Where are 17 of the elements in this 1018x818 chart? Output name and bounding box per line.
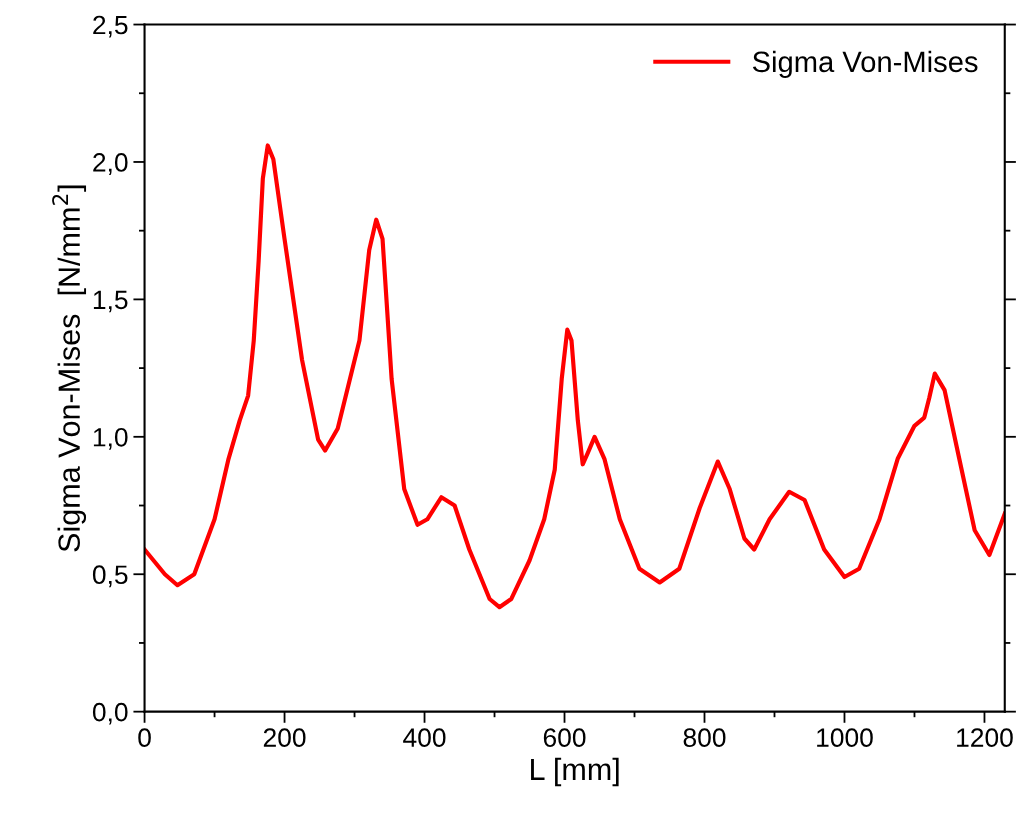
x-tick-label: 600 [543,728,586,748]
x-tick-label: 0 [138,728,151,748]
x-tick-label: 1200 [957,728,1013,748]
y-tick-label: 1,5 [93,290,128,313]
x-tick-label: 800 [683,728,726,748]
y-tick-label: 1,0 [93,427,128,450]
y-tick-label: 2,0 [93,153,128,175]
y-axis-title: Sigma Von-Mises [N/mm$^{2}$] [52,185,87,552]
x-axis-title: L [mm] [531,757,619,787]
x-tick-label: 200 [263,728,306,748]
x-tick-label: 400 [403,728,446,748]
y-tick-label: 2,5 [93,15,128,38]
y-tick-label: 0,5 [92,565,128,588]
y-tick-label: 0,0 [92,702,128,725]
line-series [144,143,1005,610]
x-tick-label: 1000 [817,728,873,748]
legend-label: Sigma Von-Mises [752,50,978,78]
